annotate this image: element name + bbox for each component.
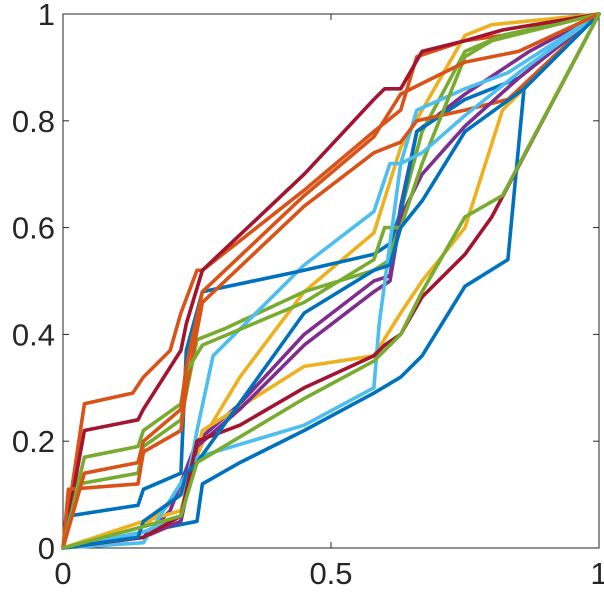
x-tick-label: 0.5 bbox=[309, 556, 352, 591]
y-tick-label: 0 bbox=[38, 531, 55, 566]
x-tick-label: 0 bbox=[54, 556, 71, 591]
y-tick-label: 0.4 bbox=[12, 317, 55, 352]
series-line-17 bbox=[61, 12, 601, 550]
series-line-4 bbox=[61, 12, 601, 550]
series-line-8 bbox=[61, 12, 601, 550]
series-line-15 bbox=[61, 12, 601, 550]
y-tick-label: 0.6 bbox=[12, 211, 55, 246]
y-tick-label: 1 bbox=[38, 0, 55, 32]
axes bbox=[62, 13, 600, 549]
series-line-10 bbox=[61, 12, 601, 550]
tick-labels: 0 0.5 1 0 0.2 0.4 0.6 0.8 1 bbox=[12, 0, 604, 591]
series-line-11 bbox=[61, 12, 601, 550]
series-line-9 bbox=[61, 12, 601, 550]
x-tick-label: 1 bbox=[590, 556, 604, 591]
series-line-12 bbox=[61, 12, 601, 550]
series-line-13 bbox=[61, 12, 601, 550]
series-line-7 bbox=[61, 12, 601, 550]
y-tick-label: 0.2 bbox=[12, 424, 55, 459]
series-line-16 bbox=[61, 12, 601, 550]
y-tick-label: 0.8 bbox=[12, 104, 55, 139]
series-group bbox=[61, 12, 601, 550]
series-line-1 bbox=[61, 12, 601, 550]
